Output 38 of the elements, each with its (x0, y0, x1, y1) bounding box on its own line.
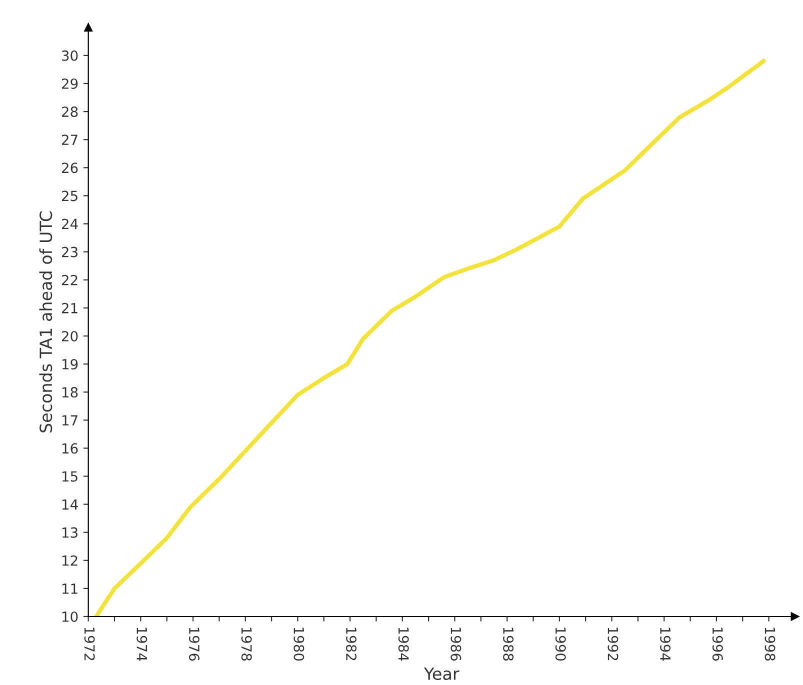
y-tick-label: 20 (62, 330, 78, 342)
x-axis-title: Year (424, 668, 460, 680)
y-tick-label: 22 (62, 274, 78, 286)
y-tick-label: 26 (62, 162, 78, 174)
x-tick-label: 1998 (764, 628, 776, 661)
x-tick-label: 1990 (555, 628, 566, 661)
x-tick-label: 1984 (398, 628, 409, 661)
y-tick-label: 21 (62, 302, 78, 314)
y-tick-label: 16 (62, 443, 78, 454)
x-tick-label: 1972 (84, 628, 95, 660)
x-tick-label: 1982 (346, 628, 357, 660)
y-tick-label: 12 (62, 555, 78, 566)
y-tick-label: 27 (62, 134, 78, 145)
y-axis-title: Seconds TA1 ahead of UTC (39, 211, 52, 432)
x-tick-label: 1992 (608, 628, 618, 660)
x-tick-label: 1994 (660, 628, 671, 661)
x-tick-label: 1978 (241, 628, 252, 661)
x-tick-label: 1986 (450, 628, 462, 661)
y-tick-label: 11 (62, 584, 78, 594)
y-tick-label: 29 (62, 78, 78, 89)
x-tick-label: 1974 (136, 628, 148, 661)
y-tick-label: 13 (62, 527, 78, 538)
y-tick-label: 10 (62, 611, 78, 622)
x-tick-label: 1996 (712, 628, 723, 661)
y-tick-label: 19 (62, 358, 78, 370)
y-tick-label: 18 (62, 387, 78, 398)
y-tick-label: 28 (62, 106, 78, 118)
x-tick-label: 1980 (294, 628, 304, 661)
y-tick-label: 24 (62, 218, 78, 230)
x-tick-label: 1976 (188, 628, 200, 661)
y-tick-label: 23 (62, 246, 78, 258)
x-tick-label: 1988 (503, 628, 514, 661)
y-tick-label: 17 (62, 415, 78, 426)
y-tick-label: 14 (62, 499, 78, 510)
y-tick-label: 25 (62, 190, 78, 202)
y-tick-label: 30 (62, 50, 78, 61)
line-series (94, 58, 766, 616)
y-tick-label: 15 (62, 471, 78, 482)
